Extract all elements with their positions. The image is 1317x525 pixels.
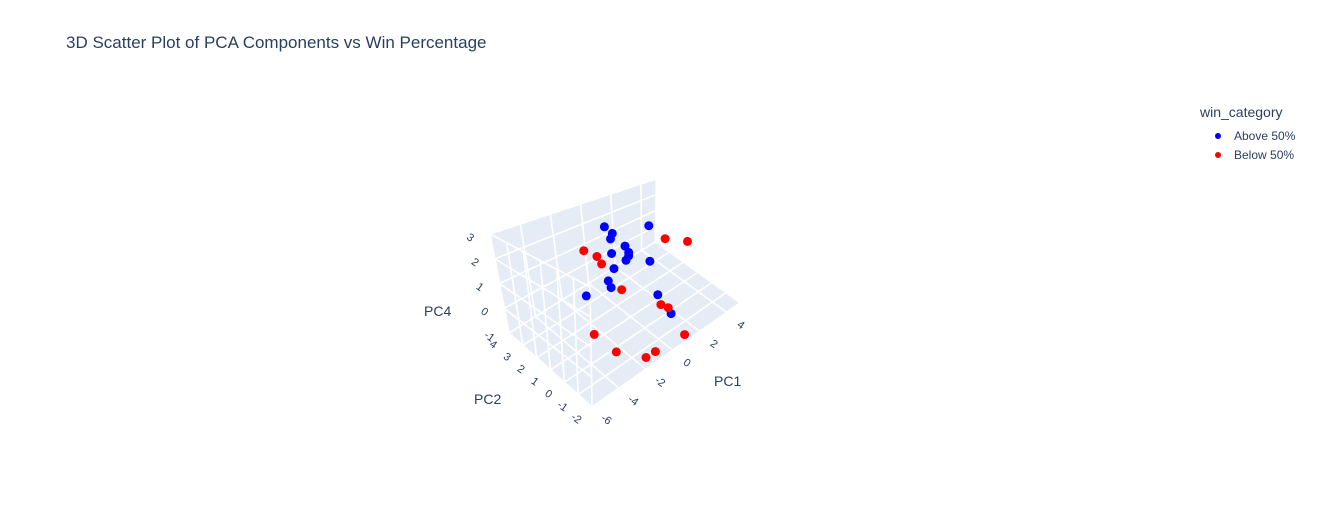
y-tick-label: 4 [487,338,499,351]
point-below-50[interactable] [680,330,690,340]
legend-label-below: Below 50% [1234,147,1295,162]
y-tick-label: 0 [542,388,554,401]
x-tick-label: 0 [681,357,693,370]
point-above-50[interactable] [624,251,634,261]
grid-line-y-floor [563,282,713,383]
chart-title: 3D Scatter Plot of PCA Components vs Win… [66,33,487,52]
grid-line-z-side [499,282,592,348]
point-above-50[interactable] [653,290,663,300]
point-below-50[interactable] [663,303,673,313]
point-above-50[interactable] [606,234,615,244]
legend-item-above[interactable]: Above 50% [1200,126,1295,145]
grid-lines [489,178,741,408]
y-tick-label: -1 [555,399,570,414]
axis-labels: PC1 PC2 PC4 [424,303,741,407]
point-above-50[interactable] [581,291,591,301]
z-tick-label: 3 [464,231,476,244]
point-below-50[interactable] [683,236,692,246]
point-above-50[interactable] [603,276,613,286]
grid-line-z-side [508,332,593,408]
z-tick-label: 2 [469,256,481,269]
z-tick-label: 0 [478,306,490,319]
legend-marker-above [1215,132,1221,139]
x-tick-label: -2 [652,374,667,389]
legend: win_category Above 50% Below 50% [1200,104,1295,164]
point-below-50[interactable] [597,259,607,269]
point-below-50[interactable] [660,234,670,244]
y-tick-label: 3 [501,351,513,364]
grid-line-z-back [499,209,656,285]
point-below-50[interactable] [656,300,666,310]
z-axis-label: PC4 [424,303,451,319]
y-axis-label: PC2 [474,391,501,407]
axis-panes [489,178,741,409]
point-below-50[interactable] [641,353,651,362]
grid-line-y-floor [577,292,727,396]
grid-line-z-back [494,194,657,260]
point-above-50[interactable] [620,241,630,251]
point-above-50[interactable] [644,221,654,231]
z-tick-label: 1 [474,281,486,294]
point-below-50[interactable] [579,246,589,256]
point-above-50[interactable] [645,256,655,266]
y-tick-label: 2 [515,363,527,376]
y-tick-label: -2 [569,411,584,426]
point-above-50[interactable] [609,264,619,274]
point-above-50[interactable] [607,249,617,258]
point-below-50[interactable] [617,285,627,295]
data-points [579,221,692,362]
grid-line-z-back [503,225,656,309]
x-tick-label: 4 [735,319,747,332]
point-below-50[interactable] [611,347,621,357]
legend-title: win_category [1200,104,1283,120]
grid-line-y-floor [550,271,698,371]
point-below-50[interactable] [589,329,599,339]
legend-label-above: Above 50% [1234,128,1296,143]
x-axis-label: PC1 [714,373,741,389]
x-tick-label: -4 [626,393,641,408]
legend-marker-below [1215,151,1221,158]
point-below-50[interactable] [650,347,660,357]
x-tick-label: -6 [599,412,614,427]
grid-line-z-back [489,178,657,235]
x-tick-label: 2 [708,338,720,351]
legend-item-below[interactable]: Below 50% [1200,145,1295,164]
point-below-50[interactable] [592,252,602,261]
grid-line-z-side [489,233,591,288]
grid-line-z-side [503,307,592,378]
y-tick-label: 1 [529,375,541,388]
grid-line-y-floor [591,302,741,408]
point-above-50[interactable] [599,222,609,232]
